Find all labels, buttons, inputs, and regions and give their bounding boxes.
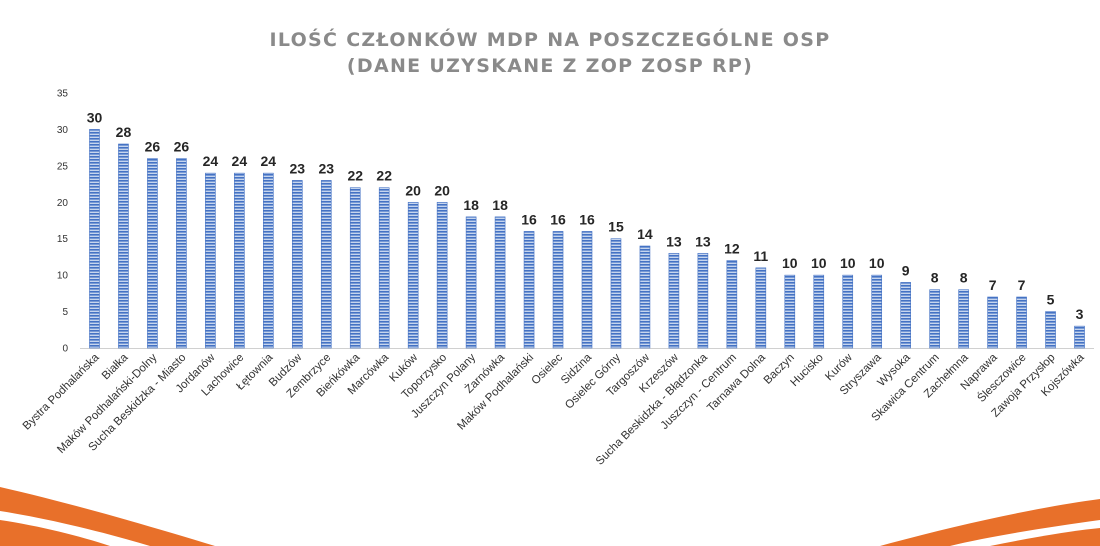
data-label: 10 <box>869 255 885 271</box>
data-label: 14 <box>637 226 653 242</box>
data-label: 10 <box>782 255 798 271</box>
data-label: 30 <box>87 109 103 125</box>
data-label: 16 <box>579 211 595 227</box>
data-label: 8 <box>931 270 939 286</box>
data-label: 10 <box>811 255 827 271</box>
data-label: 7 <box>989 277 997 293</box>
bar <box>118 143 129 349</box>
bar <box>755 267 767 349</box>
bar <box>929 289 940 349</box>
bar <box>436 201 448 349</box>
data-label: 9 <box>902 262 910 278</box>
swoosh-left-upper <box>0 487 215 546</box>
data-label: 28 <box>116 124 132 140</box>
bar <box>205 172 216 349</box>
y-tick-label: 0 <box>62 344 68 355</box>
bar <box>610 238 622 349</box>
y-tick-label: 10 <box>57 271 69 282</box>
bar <box>523 231 535 349</box>
data-label: 22 <box>376 168 392 184</box>
bar <box>552 231 564 349</box>
data-label: 13 <box>695 233 711 249</box>
bar <box>407 201 419 349</box>
bar <box>813 274 825 349</box>
bar <box>958 289 969 349</box>
data-label: 24 <box>232 153 248 169</box>
data-label: 7 <box>1018 277 1026 293</box>
chart-title-line-2: (DANE UZYSKANE Z ZOP ZOSP RP) <box>346 55 754 77</box>
bar <box>1045 311 1056 349</box>
bar <box>871 274 883 349</box>
data-label: 16 <box>550 211 566 227</box>
data-label: 26 <box>174 139 190 155</box>
data-label: 16 <box>521 211 537 227</box>
data-label: 20 <box>434 182 450 198</box>
data-label: 15 <box>608 219 624 235</box>
swoosh-right-lower <box>990 528 1100 546</box>
data-label: 8 <box>960 270 968 286</box>
bar <box>349 187 361 349</box>
bar <box>697 252 709 349</box>
data-label: 26 <box>145 139 161 155</box>
bar <box>494 216 506 349</box>
bar <box>726 260 738 349</box>
data-label: 18 <box>492 197 508 213</box>
y-tick-label: 30 <box>57 125 69 136</box>
bar <box>263 172 274 349</box>
data-label: 18 <box>463 197 479 213</box>
bar <box>465 216 477 349</box>
y-tick-label: 5 <box>62 307 68 318</box>
data-label: 22 <box>347 168 363 184</box>
y-tick-label: 35 <box>57 89 69 100</box>
bar <box>784 274 796 349</box>
data-label: 5 <box>1047 292 1055 308</box>
swoosh-left-lower <box>0 520 110 546</box>
data-label: 23 <box>289 160 305 176</box>
data-label: 11 <box>753 248 768 264</box>
y-tick-label: 15 <box>57 234 69 245</box>
y-tick-label: 25 <box>57 161 69 172</box>
bar <box>842 274 854 349</box>
data-label: 13 <box>666 233 682 249</box>
bar <box>147 158 158 349</box>
bar <box>176 158 187 349</box>
data-label: 23 <box>318 160 334 176</box>
swoosh-right-upper <box>880 499 1100 546</box>
data-label: 10 <box>840 255 856 271</box>
bar <box>291 180 303 349</box>
bar <box>89 129 100 349</box>
data-label: 3 <box>1076 306 1084 322</box>
bar <box>320 180 332 349</box>
bar <box>581 231 593 349</box>
bar <box>668 252 680 349</box>
bar <box>234 172 245 349</box>
y-tick-label: 20 <box>57 198 69 209</box>
bar <box>987 296 998 349</box>
bar <box>1016 296 1027 349</box>
chart-title-line-1: ILOŚĆ CZŁONKÓW MDP NA POSZCZEGÓLNE OSP <box>269 29 831 51</box>
data-label: 24 <box>203 153 219 169</box>
data-label: 20 <box>405 182 421 198</box>
bar <box>639 245 651 349</box>
data-label: 12 <box>724 241 740 257</box>
data-label: 24 <box>261 153 277 169</box>
bar <box>378 187 390 349</box>
bar <box>1074 325 1085 349</box>
bar <box>900 282 911 349</box>
